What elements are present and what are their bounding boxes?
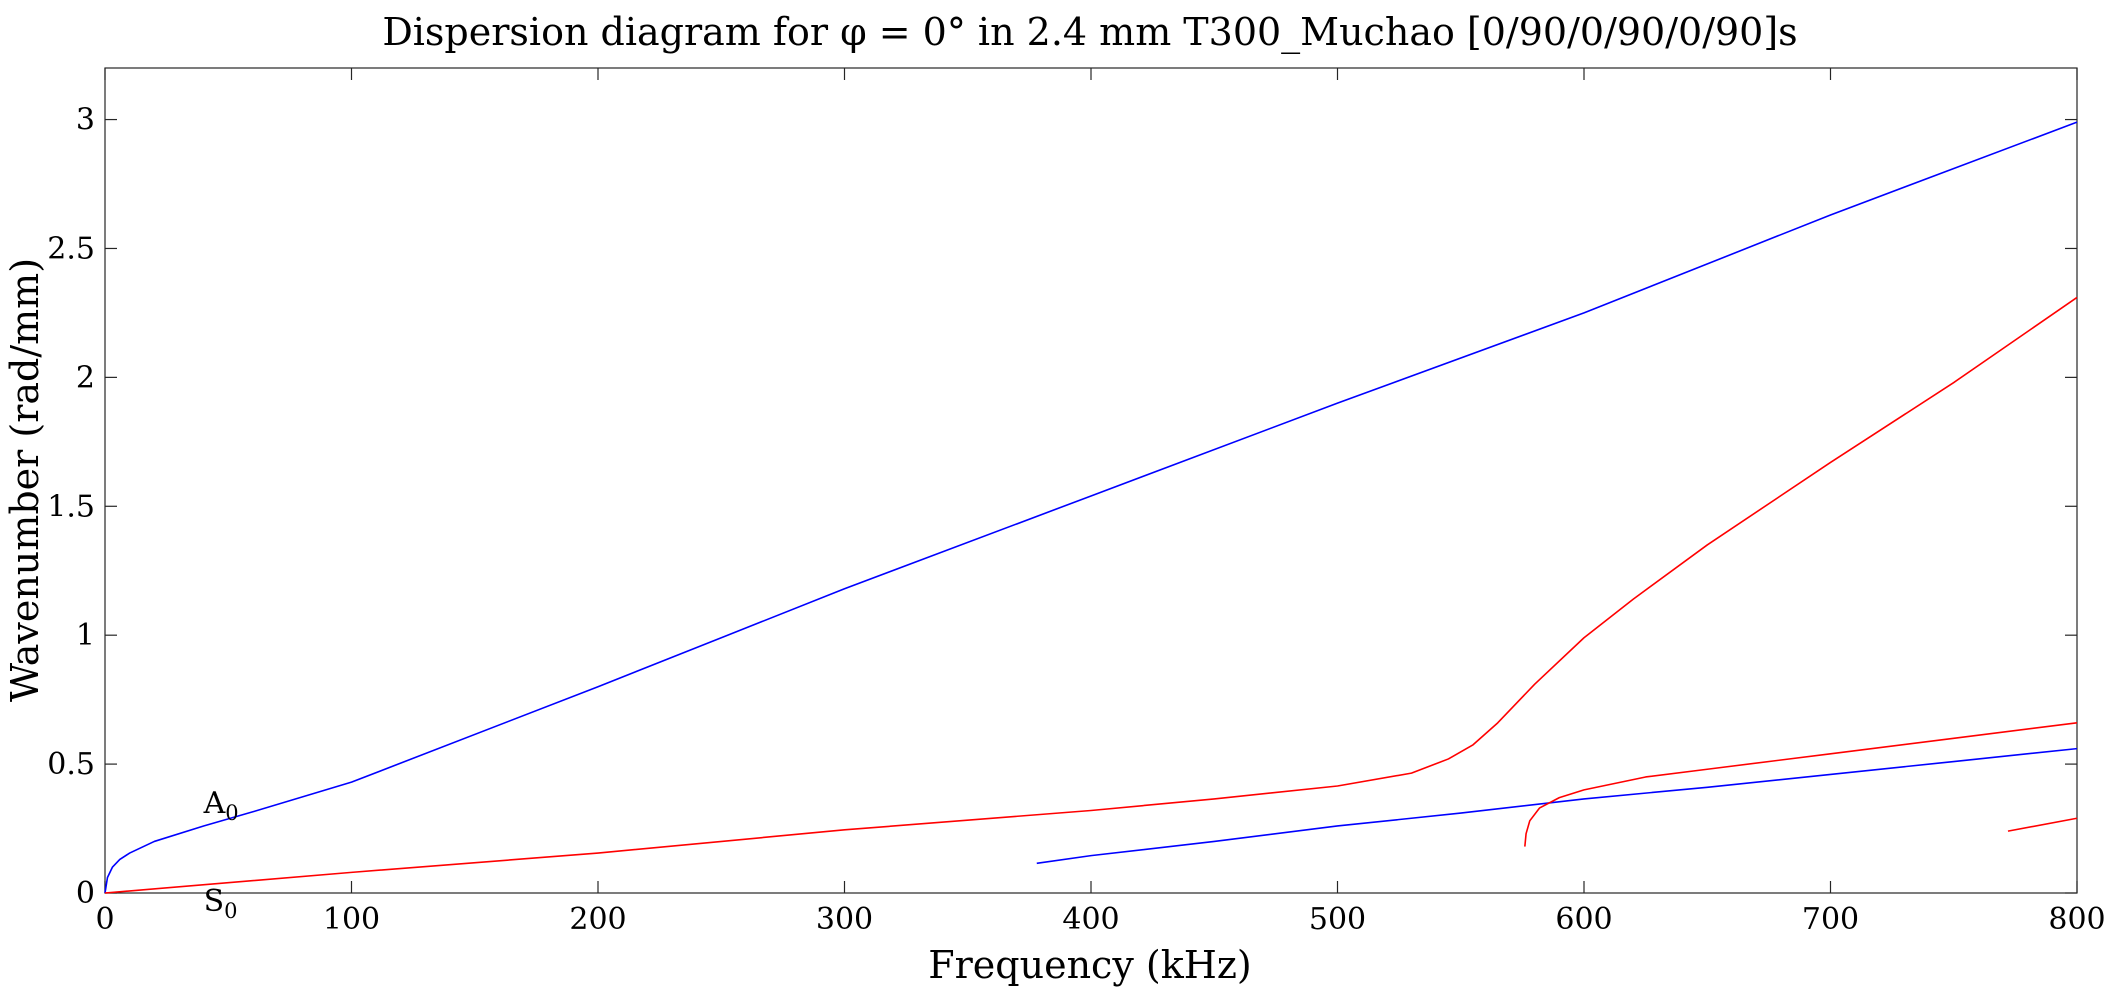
x-tick-label: 700 [1802,902,1859,937]
y-tick-label: 2 [76,360,95,395]
chart-title: Dispersion diagram for φ = 0° in 2.4 mm … [382,10,1797,55]
x-tick-label: 500 [1309,902,1366,937]
x-tick-label: 800 [2048,902,2105,937]
series-line-4 [1524,722,2078,847]
y-axis-label: Wavenumber (rad/mm) [3,258,47,702]
x-tick-label: 200 [569,902,626,937]
mode-label-2: S0 [204,884,238,923]
y-tick-label: 0 [76,876,95,911]
x-axis-label: Frequency (kHz) [928,943,1251,987]
series-line-5 [2007,817,2078,832]
series-line-1 [104,121,2078,894]
series-line-2 [104,296,2078,894]
mode-annotations: A0 S0 [203,786,239,923]
y-tick-label: 0.5 [47,747,95,782]
y-tick-label: 1.5 [47,489,95,524]
tick-marks [104,68,2078,894]
x-tick-label: 600 [1555,902,1612,937]
x-tick-label: 100 [323,902,380,937]
x-tick-label: 0 [95,902,114,937]
plot-area-frame [104,67,2078,894]
tick-labels: 0 100 200 300 400 500 600 700 800 0 0.5 1 1.5 2 2.5 3 [47,103,2105,937]
y-tick-label: 3 [76,103,95,138]
series-line-3 [1036,747,2078,865]
series-lines [104,121,2078,894]
y-tick-label: 1 [76,618,95,653]
x-tick-label: 400 [1062,902,1119,937]
y-tick-label: 2.5 [47,231,95,266]
mode-label-1: A0 [203,786,239,825]
x-tick-label: 300 [816,902,873,937]
